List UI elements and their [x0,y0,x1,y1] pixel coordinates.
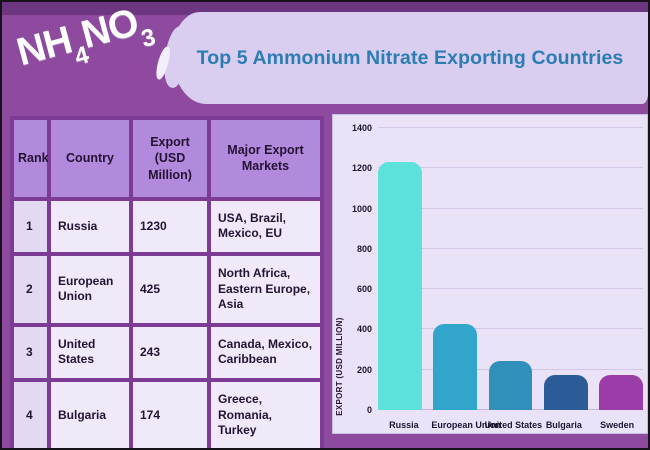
y-tick-label: 400 [356,324,372,335]
table-row: 2 European Union 425 North Africa, Eastern … [10,251,324,327]
y-tick-label: 800 [356,243,372,254]
y-axis-label: EXPORT (USD MILLION) [335,317,344,416]
x-tick-label: Russia [389,420,419,430]
table-cell-markets: Canada, Mexico, Caribbean [207,322,324,382]
bars-container [378,128,643,410]
bar-united-states [488,361,533,410]
bar-slot [599,128,643,410]
logo-part-1: NH [12,18,76,75]
table-cell-country: United States [47,322,133,382]
col-header-rank: Rank [10,116,51,201]
table-cell-rank: 2 [10,251,51,327]
table-cell-rank: 3 [10,322,51,382]
col-header-markets: Major Export Markets [207,116,324,201]
table-cell-markets: North Africa, Eastern Europe, Asia [207,251,324,327]
table-cell-country: European Union [47,251,133,327]
y-tick-label: 1200 [351,163,372,174]
col-header-country: Country [47,116,133,201]
y-tick-label: 1000 [351,203,372,214]
gridline [378,207,643,209]
bar-european-union [433,324,478,410]
x-tick-label: European Union [431,420,501,430]
x-tick-label: Bulgaria [545,420,582,430]
export-table: Rank Country Export (USD Million) Major … [10,116,324,448]
table-cell-rank: 1 [10,196,51,256]
table-cell-export: 425 [129,251,211,327]
y-tick-label: 200 [356,364,372,375]
plot-area: EXPORT (USD MILLION) 0 200 400 600 800 1000 12… [332,114,648,434]
gridline [378,328,643,330]
table-cell-country: Russia [47,196,133,256]
x-tick-label: Sweden [600,420,635,430]
col-header-export: Export (USD Million) [129,116,211,201]
bar-slot [433,128,478,410]
gridline [378,167,643,169]
table-row: 3 United States 243 Canada, Mexico, Caribbe… [10,322,324,382]
table-cell-export: 1230 [129,196,211,256]
table-cell-export: 243 [129,322,211,382]
gridline [378,288,643,290]
y-tick-label: 1400 [351,123,372,133]
page-title: Top 5 Ammonium Nitrate Exporting Countri… [196,46,624,69]
table-cell-markets: USA, Brazil, Mexico, EU [207,196,324,256]
bar-russia [378,162,422,410]
table-header-row: Rank Country Export (USD Million) Major … [10,116,324,201]
gridline [378,247,643,249]
bar-slot [543,128,588,410]
table-cell-markets: Greece, Romania, Turkey [207,377,324,448]
x-tick-label: United States [484,420,543,430]
gridline [378,127,643,128]
title-banner: Top 5 Ammonium Nitrate Exporting Countri… [172,12,648,104]
table-cell-rank: 4 [10,377,51,448]
table-cell-country: Bulgaria [47,377,133,448]
table-row: 4 Bulgaria 174 Greece, Romania, Turkey [10,377,324,448]
bar-chart-panel: EXPORT (USD MILLION) 0 200 400 600 800 1000 12… [332,114,648,434]
table-cell-export: 174 [129,377,211,448]
y-tick-label: 0 [366,405,372,415]
bar-slot [488,128,533,410]
x-axis: Russia European Union United States Bulgari… [378,420,643,430]
bar-bulgaria [543,374,588,410]
table-row: 1 Russia 1230 USA, Brazil, Mexico, EU [10,196,324,256]
plot-grid [378,127,643,410]
logo-subscript-2: 3 [138,23,158,54]
y-axis: 0 200 400 600 800 1000 1200 1400 [344,123,372,415]
y-tick-label: 600 [356,284,372,295]
bar-sweden [599,375,643,410]
bar-slot [378,128,422,410]
